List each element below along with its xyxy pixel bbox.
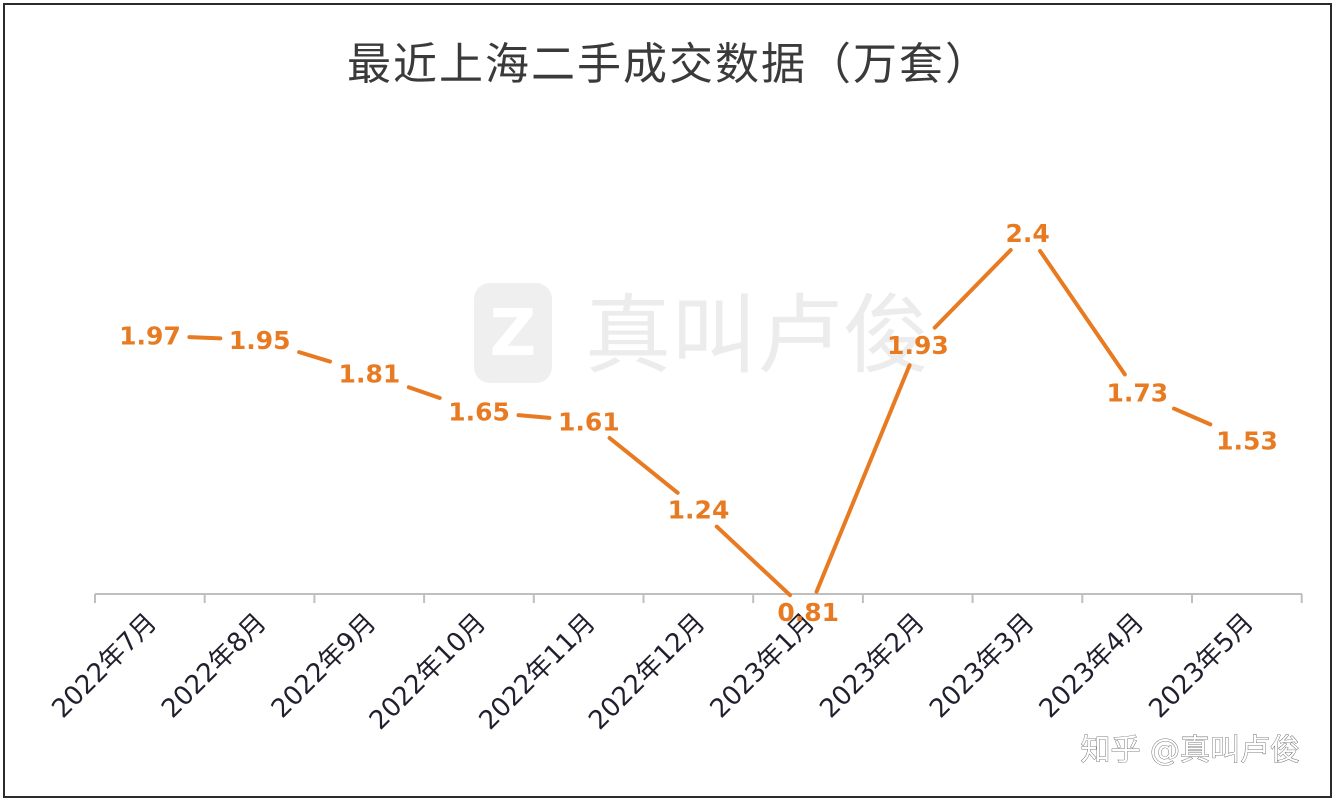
data-labels: 1.97 1.95 1.81 1.65 1.61 1.24 0.81 1.93 2.4 1.73 1… — [119, 219, 1278, 627]
data-label: 1.93 — [887, 331, 949, 360]
series-line-segment — [714, 524, 792, 598]
x-tick-label: 2022年7月 — [46, 608, 162, 724]
x-axis-tick-labels: 2022年7月2022年8月2022年9月2022年10月2022年11月202… — [46, 608, 1259, 736]
x-tick-label: 2022年8月 — [156, 608, 272, 724]
x-tick-label: 2023年5月 — [1143, 608, 1259, 724]
data-label: 0.81 — [777, 598, 839, 627]
x-tick-label: 2022年12月 — [583, 608, 711, 736]
watermark-text: 真叫卢俊 — [585, 286, 929, 386]
x-axis-ticks — [94, 594, 1303, 603]
data-label: 1.53 — [1216, 426, 1278, 455]
chart-title: 最近上海二手成交数据（万套） — [347, 39, 991, 90]
watermark-logo-letter: Z — [490, 297, 536, 371]
watermark: Z 真叫卢俊 — [474, 283, 929, 386]
data-label: 2.4 — [1005, 219, 1049, 248]
series-line-segment — [1038, 248, 1127, 377]
data-label: 1.81 — [339, 360, 401, 389]
series-line-segment — [1171, 406, 1213, 427]
series-line-segment — [814, 363, 912, 594]
x-tick-label: 2023年3月 — [924, 608, 1040, 724]
x-tick-label: 2022年11月 — [474, 608, 602, 736]
data-label: 1.97 — [119, 321, 181, 350]
series-line-segment — [516, 413, 552, 420]
chart-frame — [3, 3, 1332, 798]
data-label: 1.24 — [668, 496, 730, 525]
x-tick-label: 2023年4月 — [1034, 608, 1150, 724]
x-tick-label: 2022年9月 — [266, 608, 382, 724]
series-line-segment — [607, 436, 680, 495]
credit-text: 知乎 @真叫卢俊 — [1080, 733, 1300, 768]
watermark-logo-icon — [474, 283, 552, 383]
data-label: 1.95 — [229, 326, 291, 355]
series-line-segment — [932, 248, 1013, 330]
series-line — [187, 248, 1213, 598]
data-label: 1.73 — [1106, 379, 1168, 408]
data-label: 1.65 — [448, 398, 510, 427]
x-tick-label: 2022年10月 — [364, 608, 492, 736]
data-label: 1.61 — [558, 407, 620, 436]
series-line-segment — [297, 350, 333, 364]
series-line-segment — [406, 385, 442, 401]
series-line-segment — [187, 335, 223, 341]
